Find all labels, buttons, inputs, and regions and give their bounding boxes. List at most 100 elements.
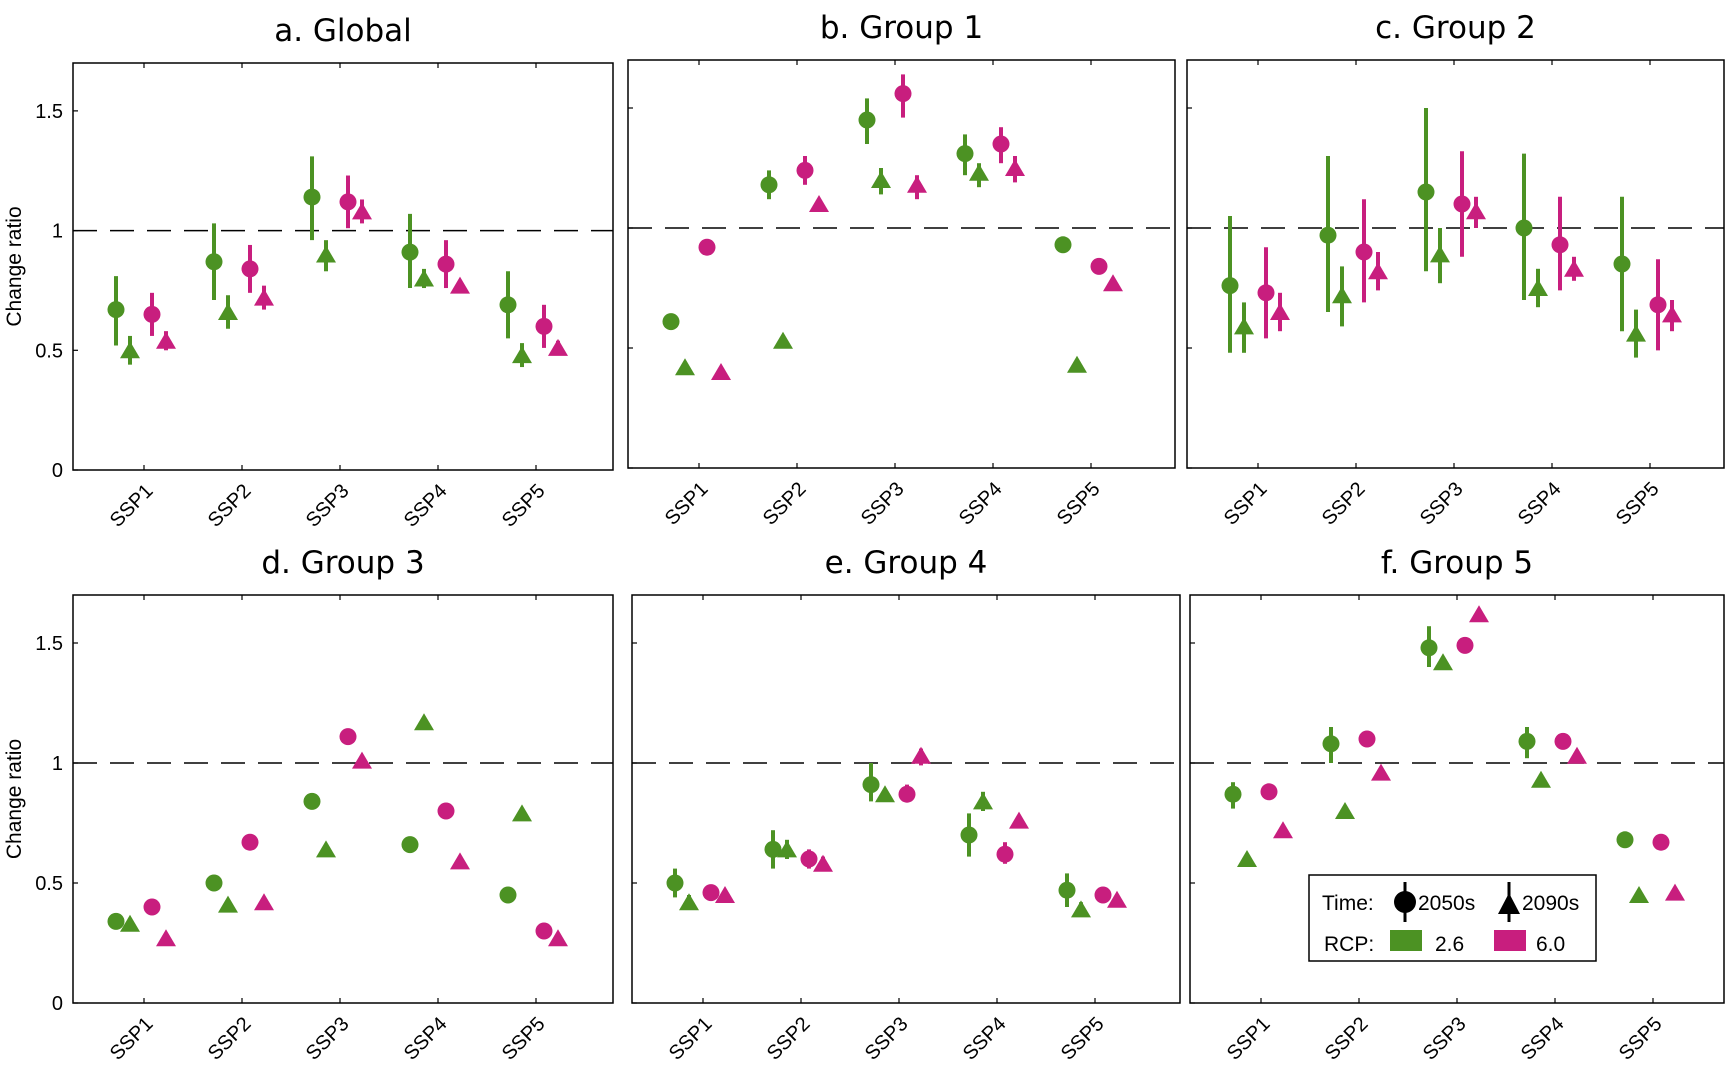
data-point-triangle xyxy=(1469,605,1489,623)
x-tick-label: SSP2 xyxy=(1318,478,1370,530)
data-point-triangle xyxy=(1528,279,1548,296)
data-point-circle xyxy=(992,135,1010,153)
y-tick-label: 1 xyxy=(52,753,63,775)
data-point-triangle xyxy=(1371,763,1391,781)
y-tick-label: 0 xyxy=(52,993,63,1015)
data-point-circle xyxy=(1518,732,1536,750)
data-point-circle xyxy=(698,238,716,256)
data-point-triangle xyxy=(1237,850,1257,867)
y-tick-label: 0 xyxy=(52,460,63,482)
data-point-circle xyxy=(1224,785,1242,803)
panel-2: b. Group 1 SSP1 SSP2 SSP3 SSP4 SSP5 xyxy=(627,10,1176,530)
data-point-circle xyxy=(1221,277,1239,295)
data-point-circle xyxy=(205,253,223,271)
panel-title: e. Group 4 xyxy=(825,545,988,581)
data-point-triangle xyxy=(548,338,568,356)
y-tick-label: 0.5 xyxy=(35,340,63,362)
data-point-circle xyxy=(401,243,419,261)
legend-rcp26-swatch xyxy=(1390,930,1422,951)
data-point-circle xyxy=(1420,639,1438,657)
data-point-circle xyxy=(1616,831,1634,849)
x-tick-label: SSP4 xyxy=(955,478,1007,530)
data-point-triangle xyxy=(254,288,274,306)
x-tick-label: SSP5 xyxy=(498,480,550,532)
data-point-triangle xyxy=(1107,890,1127,908)
y-tick-label: 1 xyxy=(52,221,63,243)
data-point-triangle xyxy=(1009,811,1029,829)
data-point-circle xyxy=(894,85,912,103)
data-point-circle xyxy=(800,850,818,868)
legend-rcp26-label: 2.6 xyxy=(1435,933,1464,956)
data-point-triangle xyxy=(911,746,931,764)
data-point-triangle xyxy=(711,363,731,380)
data-point-triangle xyxy=(875,785,895,803)
x-tick-label: SSP3 xyxy=(302,1013,354,1065)
legend-2050s-label: 2050s xyxy=(1418,892,1475,915)
data-point-triangle xyxy=(715,886,735,903)
x-tick-label: SSP1 xyxy=(665,1013,717,1065)
y-axis-label: Change ratio xyxy=(3,206,26,326)
data-point-circle xyxy=(858,111,876,129)
data-point-circle xyxy=(303,188,321,206)
data-point-circle xyxy=(1652,833,1670,851)
legend: Time: 2050s 2090s RCP: 2.6 6.0 xyxy=(1308,874,1597,962)
data-point-triangle xyxy=(1629,886,1649,903)
legend-box xyxy=(1308,874,1597,962)
x-tick-label: SSP2 xyxy=(763,1013,815,1065)
data-point-triangle xyxy=(1564,259,1584,277)
panel-title: a. Global xyxy=(274,13,412,49)
legend-rcp60-swatch xyxy=(1494,930,1526,951)
data-point-circle xyxy=(898,785,916,803)
data-point-triangle xyxy=(813,854,833,872)
data-point-circle xyxy=(960,826,978,844)
plot-area-frame xyxy=(72,594,614,1004)
data-point-triangle xyxy=(254,893,274,911)
data-point-circle xyxy=(702,884,720,902)
data-point-triangle xyxy=(156,331,176,349)
data-point-circle xyxy=(1094,886,1112,904)
x-tick-label: SSP2 xyxy=(204,1013,256,1065)
x-tick-label: SSP3 xyxy=(861,1013,913,1065)
data-point-circle xyxy=(666,874,684,892)
data-point-circle xyxy=(1054,236,1072,254)
data-point-triangle xyxy=(1067,355,1087,373)
plot-area-frame xyxy=(627,59,1176,469)
data-point-circle xyxy=(241,833,259,851)
panel-title: c. Group 2 xyxy=(1375,10,1536,46)
data-point-circle xyxy=(499,886,517,904)
data-point-circle xyxy=(1058,881,1076,899)
x-tick-label: SSP5 xyxy=(1612,478,1664,530)
panel-title: f. Group 5 xyxy=(1381,545,1533,581)
data-point-triangle xyxy=(120,341,140,359)
data-point-triangle xyxy=(156,929,176,947)
data-point-circle xyxy=(499,296,517,314)
data-point-triangle xyxy=(316,840,336,858)
data-point-circle xyxy=(796,161,814,179)
data-point-triangle xyxy=(1273,821,1293,839)
data-point-triangle xyxy=(450,852,470,870)
data-point-circle xyxy=(303,792,321,810)
x-tick-label: SSP3 xyxy=(1416,478,1468,530)
data-point-circle xyxy=(1319,226,1337,244)
data-point-triangle xyxy=(1270,303,1290,320)
data-point-circle xyxy=(107,301,125,319)
data-point-triangle xyxy=(809,195,829,212)
data-point-triangle xyxy=(548,929,568,947)
y-axis-label: Change ratio xyxy=(3,739,26,859)
data-point-triangle xyxy=(1071,900,1091,918)
plot-area-frame xyxy=(631,594,1181,1004)
legend-2090s-label: 2090s xyxy=(1522,892,1579,915)
data-point-triangle xyxy=(1335,802,1355,819)
data-point-triangle xyxy=(414,269,434,287)
data-point-circle xyxy=(764,840,782,858)
data-point-triangle xyxy=(777,840,797,858)
data-point-circle xyxy=(1090,257,1108,275)
x-tick-label: SSP4 xyxy=(400,1013,452,1065)
data-point-triangle xyxy=(1005,159,1025,176)
data-point-circle xyxy=(1260,783,1278,801)
data-point-circle xyxy=(1355,243,1373,261)
x-tick-label: SSP5 xyxy=(1057,1013,1109,1065)
data-point-triangle xyxy=(679,893,699,911)
data-point-circle xyxy=(1456,636,1474,654)
